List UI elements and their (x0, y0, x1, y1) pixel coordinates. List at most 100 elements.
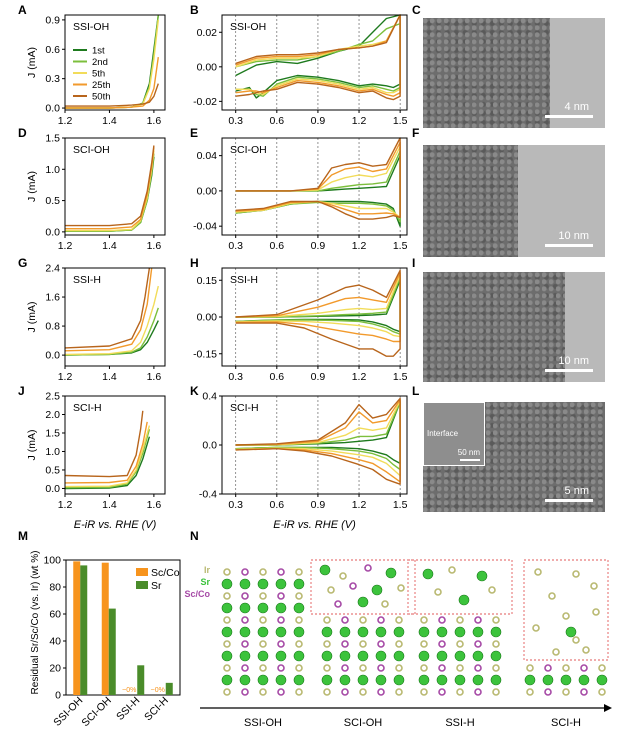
tem-image-C: 4 nm (423, 18, 605, 128)
ir-atom (339, 572, 347, 580)
cv-x-axis-label: E-iR vs. RHE (V) (273, 519, 356, 531)
sr-atom (339, 674, 351, 686)
scco-atom (377, 664, 385, 672)
sr-atom (472, 650, 484, 662)
y-tick-label: 0.00 (197, 61, 218, 73)
scale-bar (545, 369, 593, 372)
x-tick-label: 1.4 (102, 115, 117, 127)
ir-atom (420, 640, 428, 648)
surface-region (310, 559, 416, 615)
sr-atom (221, 650, 233, 662)
x-tick-label: 0.9 (311, 240, 326, 252)
sr-atom (239, 674, 251, 686)
sr-atom (257, 578, 269, 590)
panel-annotation: SSI-OH (73, 21, 109, 33)
y-tick-label: 60 (49, 609, 61, 621)
ir-atom (526, 688, 534, 696)
scco-atom (341, 640, 349, 648)
y-axis-label: J (mA) (26, 302, 38, 333)
series-50th-line (235, 137, 401, 220)
ir-atom (223, 616, 231, 624)
y-axis-label: J (mA) (26, 430, 38, 461)
x-tick-label: 0.6 (270, 240, 285, 252)
ir-atom (259, 592, 267, 600)
sr-atom (393, 674, 405, 686)
sr-atom (436, 674, 448, 686)
panel-letter-M: M (18, 529, 28, 543)
scco-atom (277, 568, 285, 576)
panel-letter-F: F (412, 126, 419, 140)
sr-atom (357, 626, 369, 638)
schematic-category-label: SSI-OH (244, 717, 282, 729)
ir-atom (456, 688, 464, 696)
panel-annotation: SSI-H (73, 274, 101, 286)
sr-atom (596, 674, 608, 686)
panel-G: 1.2 1.4 1.6 0.0 0.8 1.6 2.4 SSI-H J (mA) (26, 263, 166, 383)
scco-atom (474, 640, 482, 648)
sr-atom (293, 602, 305, 614)
x-tick-label: 1.2 (352, 371, 367, 383)
sr-atom (239, 602, 251, 614)
schematic-category-label: SCI-OH (344, 717, 383, 729)
panel-letter-I: I (412, 256, 415, 270)
sr-atom (578, 674, 590, 686)
ir-atom (223, 568, 231, 576)
y-tick-label: 0.8 (45, 321, 60, 333)
ir-atom (582, 646, 590, 654)
scco-atom (241, 592, 249, 600)
panel-letter-J: J (18, 384, 25, 398)
ir-atom (448, 566, 456, 574)
ir-atom (295, 592, 303, 600)
scco-atom (341, 616, 349, 624)
scco-atom (277, 688, 285, 696)
panel-annotation: SCI-H (73, 402, 102, 414)
legend-label-25th: 25th (92, 80, 111, 91)
x-tick-label: 1.2 (352, 240, 367, 252)
panel-A: 1.2 1.4 1.6 0.0 0.3 0.6 0.9 SSI-OH J (mA) (26, 14, 166, 127)
vacuum-region (564, 272, 605, 382)
ir-atom (488, 586, 496, 594)
ir-atom (562, 664, 570, 672)
ir-atom (397, 584, 405, 592)
panel-letter-D: D (18, 126, 27, 140)
sr-atom (293, 626, 305, 638)
y-tick-label: -0.02 (193, 96, 217, 108)
inset-scale-label: 50 nm (457, 448, 480, 457)
scco-atom (277, 664, 285, 672)
sr-atom (560, 674, 572, 686)
y-tick-label: 1.0 (45, 164, 60, 176)
ir-atom (259, 664, 267, 672)
sr-atom (321, 650, 333, 662)
panel-letter-K: K (190, 384, 199, 398)
sr-atom (418, 674, 430, 686)
bar-Sr-SSI-H (137, 665, 145, 695)
series-25th-line (235, 272, 401, 343)
scco-atom (241, 640, 249, 648)
y-tick-label: 1.5 (45, 133, 60, 145)
sr-atom (239, 626, 251, 638)
sr-atom (257, 674, 269, 686)
y-tick-label: -0.4 (199, 489, 217, 501)
bar-Sr-SSI-OH (80, 565, 88, 695)
scco-atom (277, 592, 285, 600)
panel-annotation: SCI-OH (230, 144, 267, 156)
x-tick-label: 0.6 (270, 499, 285, 511)
panel-letter-A: A (18, 3, 27, 17)
sr-atom (321, 626, 333, 638)
sr-atom (458, 594, 470, 606)
x-tick-label: 0.9 (311, 499, 326, 511)
series-1st-line (235, 14, 401, 99)
ir-atom (259, 688, 267, 696)
y-tick-label: 0.0 (45, 103, 60, 115)
ir-atom (456, 640, 464, 648)
axes-frame (64, 395, 166, 495)
scco-atom (277, 640, 285, 648)
y-tick-label: 0.0 (45, 226, 60, 238)
ir-atom (572, 570, 580, 578)
y-tick-label: 0.00 (197, 312, 218, 324)
y-tick-label: 1.6 (45, 292, 60, 304)
sr-atom (542, 674, 554, 686)
near-zero-annotation: ~0% (151, 687, 165, 694)
panel-annotation: SSI-H (230, 274, 258, 286)
